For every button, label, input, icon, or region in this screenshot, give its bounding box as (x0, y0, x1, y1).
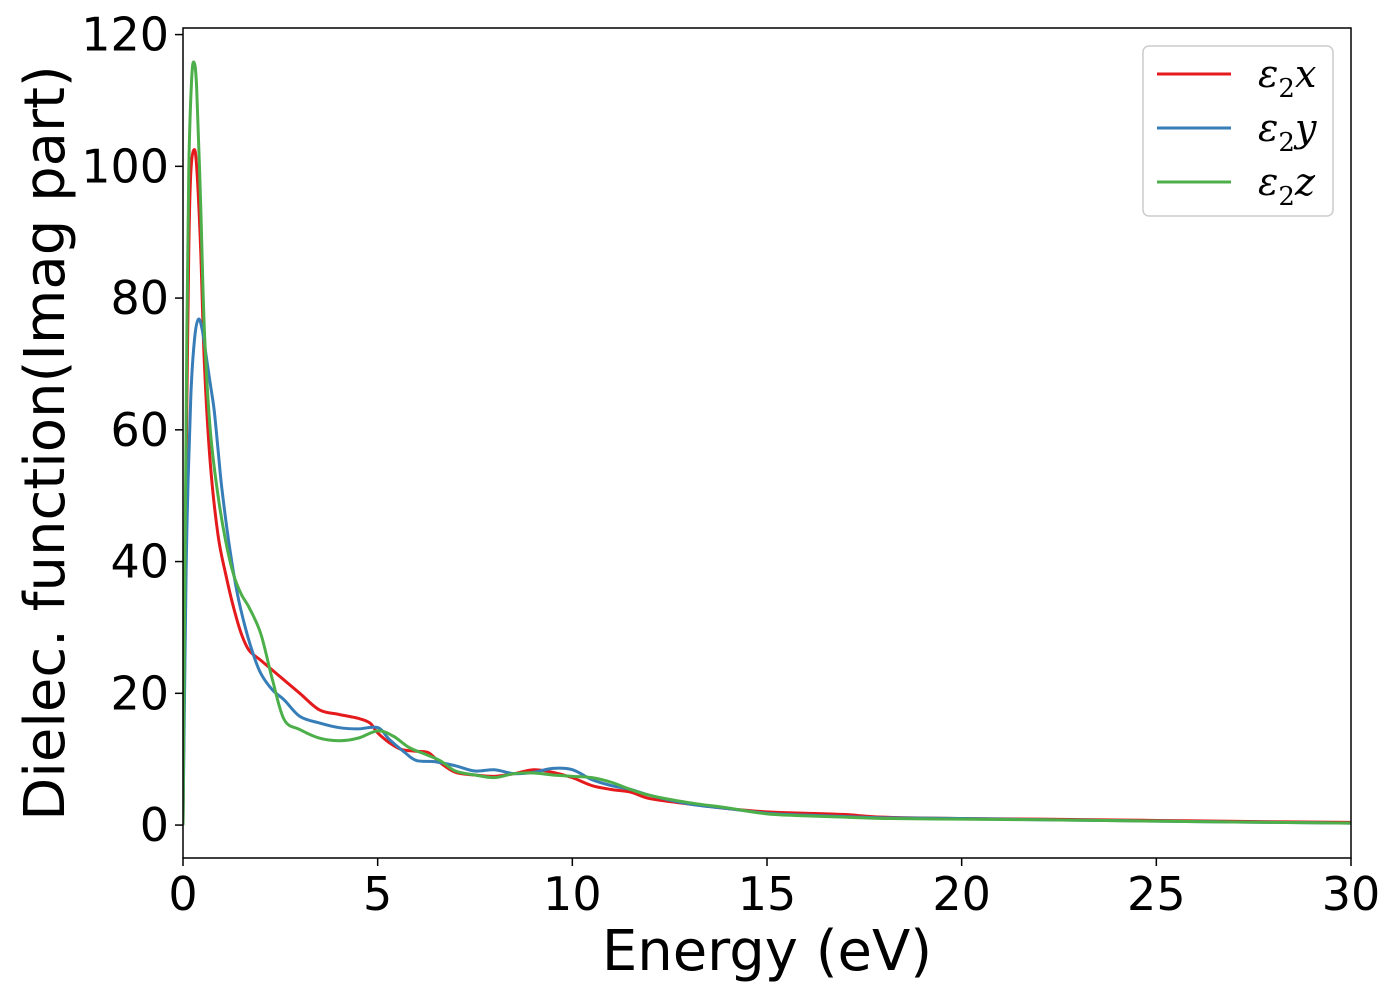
x-tick-label: 10 (543, 867, 602, 921)
legend-label-x: ε2x (1258, 52, 1316, 104)
x-tick-label: 0 (168, 867, 197, 921)
x-tick-label: 5 (363, 867, 392, 921)
legend-box (1142, 45, 1334, 217)
series-lines (183, 60, 1351, 826)
y-axis: 0 20 40 60 80 100 120 (81, 8, 183, 852)
y-tick-label: 60 (110, 403, 169, 457)
x-axis: 0 5 10 15 20 25 30 (168, 858, 1380, 921)
x-axis-label: Energy (eV) (602, 919, 932, 984)
x-tick-label: 25 (1127, 867, 1186, 921)
x-tick-label: 15 (738, 867, 797, 921)
legend-label-y: ε2y (1258, 106, 1317, 158)
x-tick-label: 30 (1322, 867, 1381, 921)
x-tick-label: 20 (932, 867, 991, 921)
y-tick-label: 20 (110, 666, 169, 720)
y-tick-label: 80 (110, 271, 169, 325)
series-line-x (183, 148, 1351, 826)
series-line-y (183, 317, 1351, 826)
y-tick-label: 0 (140, 798, 169, 852)
series-line-z (183, 60, 1351, 826)
y-tick-label: 40 (110, 535, 169, 589)
legend-label-z: ε2z (1258, 160, 1316, 212)
y-tick-label: 100 (81, 139, 169, 193)
y-axis-label: Dielec. function(Imag part) (13, 65, 78, 821)
y-tick-label: 120 (81, 8, 169, 62)
